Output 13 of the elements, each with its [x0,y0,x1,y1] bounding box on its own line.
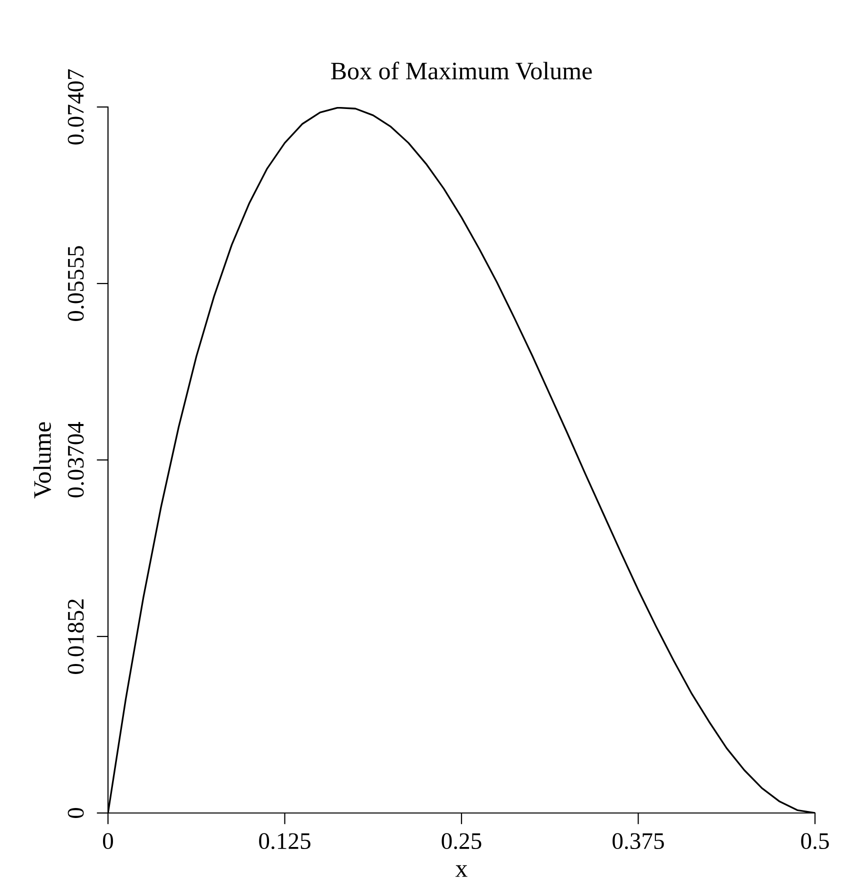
x-axis-title: x [455,865,468,877]
x-tick-label: 0 [102,833,114,850]
x-tick-label: 0.25 [442,833,482,850]
y-tick-label: 0 [68,808,84,818]
x-tick-label: 0.5 [801,833,829,850]
chart-title: Box of Maximum Volume [331,62,592,80]
y-tick-label: 0.05555 [68,246,84,321]
y-tick-label: 0.03704 [68,422,84,498]
x-tick-label: 0.375 [612,833,664,850]
y-axis-title: Volume [33,422,52,498]
y-tick-label: 0.01852 [68,599,84,674]
y-tick-label: 0.07407 [68,69,84,144]
x-tick-label: 0.125 [259,833,310,850]
